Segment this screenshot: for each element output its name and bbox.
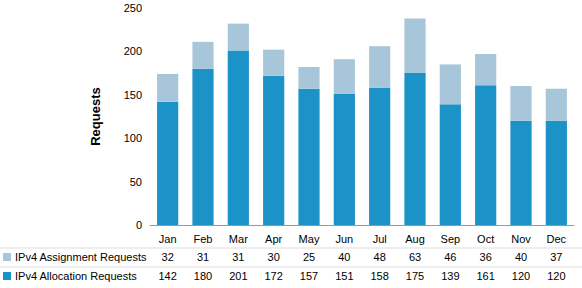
svg-text:139: 139 xyxy=(441,270,459,282)
svg-text:Nov: Nov xyxy=(511,233,531,245)
svg-text:100: 100 xyxy=(124,132,142,144)
svg-text:142: 142 xyxy=(158,270,176,282)
svg-text:250: 250 xyxy=(124,2,142,14)
svg-text:Aug: Aug xyxy=(405,233,425,245)
svg-text:25: 25 xyxy=(303,251,315,263)
svg-text:Jan: Jan xyxy=(159,233,177,245)
svg-text:158: 158 xyxy=(370,270,388,282)
svg-text:Requests: Requests xyxy=(88,87,103,146)
svg-text:172: 172 xyxy=(264,270,282,282)
svg-text:Feb: Feb xyxy=(194,233,213,245)
svg-text:200: 200 xyxy=(124,45,142,57)
svg-text:151: 151 xyxy=(335,270,353,282)
svg-text:IPv4 Assignment Requests: IPv4 Assignment Requests xyxy=(15,251,147,263)
svg-text:Apr: Apr xyxy=(265,233,282,245)
svg-text:Jul: Jul xyxy=(373,233,387,245)
svg-text:Sep: Sep xyxy=(441,233,461,245)
svg-text:157: 157 xyxy=(300,270,318,282)
svg-text:31: 31 xyxy=(232,251,244,263)
svg-text:IPv4 Allocation Requests: IPv4 Allocation Requests xyxy=(15,270,137,282)
svg-text:201: 201 xyxy=(229,270,247,282)
svg-text:120: 120 xyxy=(512,270,530,282)
svg-text:180: 180 xyxy=(194,270,212,282)
svg-text:May: May xyxy=(299,233,320,245)
svg-text:120: 120 xyxy=(547,270,565,282)
svg-text:37: 37 xyxy=(550,251,562,263)
svg-text:30: 30 xyxy=(268,251,280,263)
svg-text:31: 31 xyxy=(197,251,209,263)
svg-text:63: 63 xyxy=(409,251,421,263)
svg-text:48: 48 xyxy=(374,251,386,263)
svg-text:32: 32 xyxy=(162,251,174,263)
svg-text:Mar: Mar xyxy=(229,233,248,245)
svg-text:175: 175 xyxy=(406,270,424,282)
svg-text:161: 161 xyxy=(476,270,494,282)
svg-text:50: 50 xyxy=(130,176,142,188)
svg-text:Oct: Oct xyxy=(477,233,494,245)
svg-text:Jun: Jun xyxy=(335,233,353,245)
svg-text:0: 0 xyxy=(136,219,142,231)
svg-text:Dec: Dec xyxy=(547,233,567,245)
svg-text:150: 150 xyxy=(124,89,142,101)
svg-text:40: 40 xyxy=(515,251,527,263)
svg-text:40: 40 xyxy=(338,251,350,263)
svg-text:46: 46 xyxy=(444,251,456,263)
svg-text:36: 36 xyxy=(480,251,492,263)
